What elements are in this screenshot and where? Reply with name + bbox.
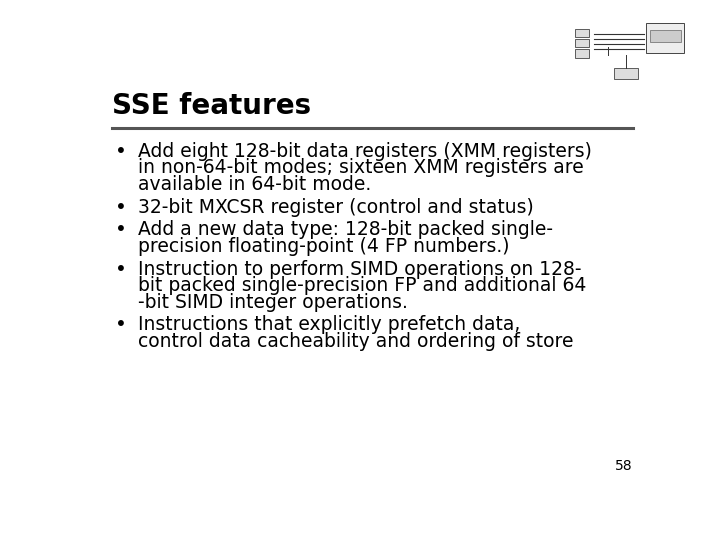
Text: in non-64-bit modes; sixteen XMM registers are: in non-64-bit modes; sixteen XMM registe… <box>138 158 584 177</box>
Text: Add a new data type: 128-bit packed single-: Add a new data type: 128-bit packed sing… <box>138 220 553 239</box>
Text: Add eight 128-bit data registers (XMM registers): Add eight 128-bit data registers (XMM re… <box>138 142 592 161</box>
Text: precision floating-point (4 FP numbers.): precision floating-point (4 FP numbers.) <box>138 237 510 256</box>
Bar <box>614 68 638 78</box>
Text: 32-bit MXCSR register (control and status): 32-bit MXCSR register (control and statu… <box>138 198 534 217</box>
Text: SSE features: SSE features <box>112 92 311 120</box>
Text: •: • <box>114 142 127 161</box>
Text: control data cacheability and ordering of store: control data cacheability and ordering o… <box>138 332 574 351</box>
Text: •: • <box>114 315 127 334</box>
Text: bit packed single-precision FP and additional 64: bit packed single-precision FP and addit… <box>138 276 586 295</box>
Text: Instruction to perform SIMD operations on 128-: Instruction to perform SIMD operations o… <box>138 260 582 279</box>
Text: •: • <box>114 220 127 239</box>
Bar <box>575 29 589 37</box>
Text: 58: 58 <box>615 459 632 473</box>
Text: -bit SIMD integer operations.: -bit SIMD integer operations. <box>138 293 408 312</box>
Bar <box>646 23 684 52</box>
Text: available in 64-bit mode.: available in 64-bit mode. <box>138 175 372 194</box>
Bar <box>575 39 589 48</box>
Bar <box>649 30 680 42</box>
Text: •: • <box>114 198 127 217</box>
Text: •: • <box>114 260 127 279</box>
Bar <box>575 50 589 58</box>
Text: Instructions that explicitly prefetch data,: Instructions that explicitly prefetch da… <box>138 315 521 334</box>
